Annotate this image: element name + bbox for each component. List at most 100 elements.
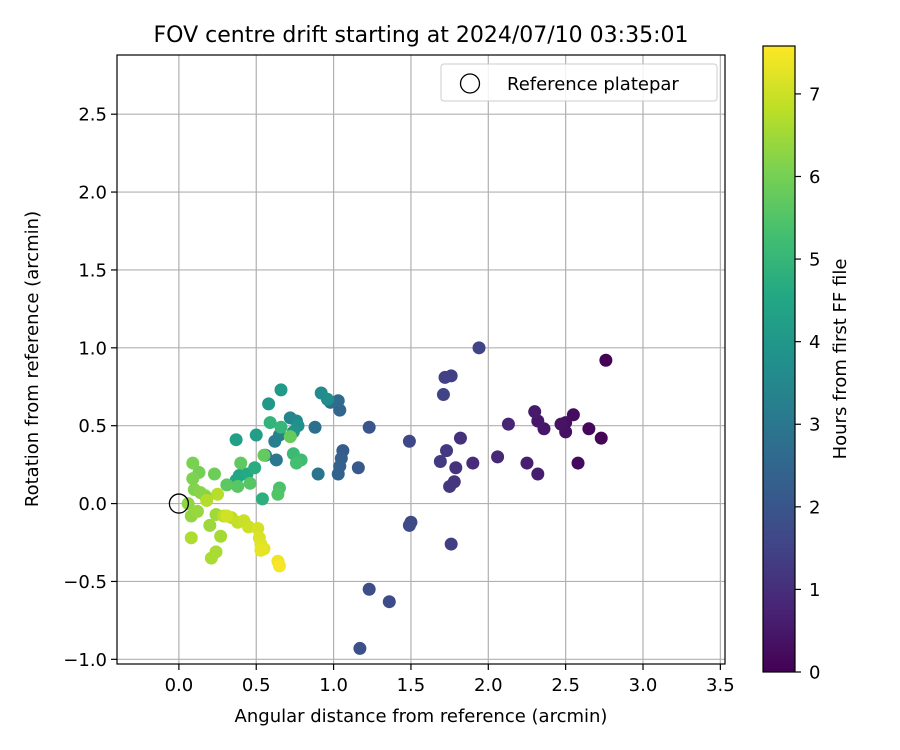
- x-tick-label: 3.0: [629, 675, 658, 696]
- y-tick-label: 2.5: [78, 105, 107, 126]
- grid: [117, 55, 725, 664]
- data-point: [599, 353, 613, 367]
- data-point: [255, 492, 269, 506]
- data-point: [320, 392, 334, 406]
- data-point: [362, 420, 376, 434]
- data-point: [402, 518, 416, 532]
- colorbar: 0 1 2 3 4 5 6 7 Hours from first FF file: [762, 45, 851, 684]
- data-point: [214, 529, 228, 543]
- data-point: [220, 478, 234, 492]
- colorbar-label: Hours from first FF file: [830, 259, 851, 460]
- data-point: [308, 420, 322, 434]
- data-point: [249, 428, 263, 442]
- data-point: [190, 504, 204, 518]
- data-point: [184, 531, 198, 545]
- data-point: [362, 582, 376, 596]
- x-tick-label: 2.0: [474, 675, 503, 696]
- x-tick-label: 0.0: [165, 675, 194, 696]
- colorbar-gradient: [762, 45, 796, 673]
- colorbar-ticks: 0 1 2 3 4 5 6 7: [795, 84, 820, 684]
- data-point: [466, 456, 480, 470]
- colorbar-tick-label: 3: [809, 415, 820, 436]
- data-point: [262, 397, 276, 411]
- data-point: [594, 431, 608, 445]
- x-tick-label: 1.5: [397, 675, 426, 696]
- data-point: [200, 493, 214, 507]
- data-point: [554, 417, 568, 431]
- y-tick-label: −1.0: [63, 650, 107, 671]
- x-tick-label: 0.5: [242, 675, 271, 696]
- data-point: [243, 476, 257, 490]
- legend-box: [440, 63, 718, 102]
- data-point: [433, 455, 447, 469]
- data-point: [220, 509, 234, 523]
- data-point: [438, 370, 452, 384]
- data-point: [234, 456, 248, 470]
- colorbar-tick-label: 6: [809, 167, 820, 188]
- x-tick-label: 2.5: [551, 675, 580, 696]
- scatter-points: [168, 341, 613, 655]
- data-point: [257, 448, 271, 462]
- data-point: [204, 551, 218, 565]
- data-point: [449, 461, 463, 475]
- x-tick-label: 1.0: [319, 675, 348, 696]
- y-tick-label: 2.0: [78, 183, 107, 204]
- data-point: [528, 405, 542, 419]
- colorbar-tick-label: 0: [809, 663, 820, 684]
- data-point: [207, 467, 221, 481]
- colorbar-tick-label: 7: [809, 84, 820, 105]
- data-point: [353, 641, 367, 655]
- y-axis-label: Rotation from reference (arcmin): [22, 211, 43, 507]
- legend: Reference platepar: [440, 63, 718, 102]
- data-point: [531, 467, 545, 481]
- data-point: [211, 487, 225, 501]
- data-point: [582, 422, 596, 436]
- colorbar-tick-label: 4: [809, 332, 820, 353]
- data-point: [231, 479, 245, 493]
- data-point: [444, 537, 458, 551]
- axes-frame: [116, 54, 726, 665]
- data-point: [289, 456, 303, 470]
- data-point: [271, 487, 285, 501]
- data-point: [331, 467, 345, 481]
- data-point: [283, 430, 297, 444]
- y-tick-label: 0.0: [78, 494, 107, 515]
- data-point: [263, 416, 277, 430]
- y-tick-label: 0.5: [78, 416, 107, 437]
- y-tick-label: 1.5: [78, 260, 107, 281]
- data-point: [229, 433, 243, 447]
- data-point: [254, 543, 268, 557]
- colorbar-tick-label: 2: [809, 497, 820, 518]
- y-tick-label: 1.0: [78, 338, 107, 359]
- data-point: [443, 479, 457, 493]
- data-point: [311, 467, 325, 481]
- x-tick-label: 3.5: [706, 675, 735, 696]
- data-point: [520, 456, 534, 470]
- legend-reference-marker: [459, 73, 481, 94]
- data-point: [269, 453, 283, 467]
- data-point: [440, 444, 454, 458]
- data-point: [491, 450, 505, 464]
- data-point: [248, 461, 262, 475]
- data-point: [402, 434, 416, 448]
- data-point: [203, 518, 217, 532]
- colorbar-tick-label: 5: [809, 250, 820, 271]
- data-point: [382, 595, 396, 609]
- data-point: [436, 388, 450, 402]
- colorbar-tick-label: 1: [809, 580, 820, 601]
- legend-label: Reference platepar: [507, 74, 679, 95]
- data-point: [501, 417, 515, 431]
- x-axis-label: Angular distance from reference (arcmin): [235, 706, 608, 727]
- data-point: [274, 420, 288, 434]
- data-point: [274, 383, 288, 397]
- data-point: [272, 559, 286, 573]
- axis-ticks: 0.0 0.5 1.0 1.5 2.0 2.5 3.0 3.5 −1.0 −0.5 0.0 0.5 1.…: [63, 105, 734, 696]
- chart-title: FOV centre drift starting at 2024/07/10 …: [154, 23, 689, 48]
- data-point: [472, 341, 486, 355]
- y-tick-label: −0.5: [63, 572, 107, 593]
- data-point: [571, 456, 585, 470]
- data-point: [351, 461, 365, 475]
- reference-platepar-marker: [168, 493, 190, 514]
- data-point: [453, 431, 467, 445]
